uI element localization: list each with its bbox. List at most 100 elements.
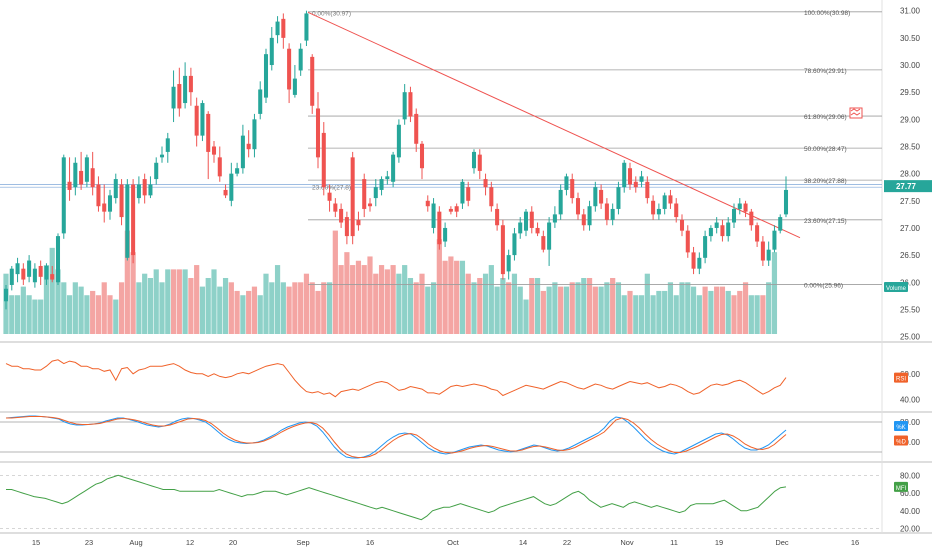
candle-body (703, 236, 708, 258)
candle (136, 176, 141, 204)
stoch-k-tag-box (894, 421, 908, 431)
volume-bar (61, 282, 67, 334)
volume-bar (558, 286, 564, 334)
candle (662, 192, 667, 215)
volume-bar (199, 286, 206, 334)
candle-body (177, 84, 182, 109)
candle-body (622, 162, 627, 188)
candle (27, 255, 32, 283)
candle-body (697, 257, 702, 269)
volume-bar (72, 282, 78, 334)
candle-body (362, 179, 367, 209)
candle (131, 179, 136, 264)
volume-bar (251, 286, 258, 334)
fib-left-label-top: 0.00%(30.97) (312, 10, 351, 17)
volume-bar (350, 265, 356, 334)
candle (564, 173, 569, 196)
candle (697, 252, 702, 275)
candle-body (298, 48, 303, 71)
candle-body (489, 187, 494, 207)
volume-bar (211, 269, 217, 334)
candle (443, 222, 448, 247)
time-tick-label: Sep (296, 538, 309, 547)
volume-bar (621, 295, 627, 334)
volume-bar (396, 273, 402, 334)
candle (731, 203, 737, 228)
candle (587, 200, 592, 231)
volume-label-tag: Volume (884, 282, 908, 292)
candle-body (200, 103, 205, 136)
candle (518, 217, 523, 239)
candle (258, 81, 263, 120)
volume-bar (95, 295, 102, 334)
volume-bar (257, 295, 263, 334)
candle-body (437, 211, 442, 245)
candle (315, 92, 321, 169)
candle (373, 179, 378, 207)
candle (691, 246, 696, 275)
candle (171, 70, 176, 123)
volume-bar (598, 286, 604, 334)
candle-body (246, 143, 251, 150)
volume-bar (679, 282, 685, 334)
price-axis: 25.00 25.50 26.00 26.50 27.00 27.50 28.00 28.50… (900, 7, 921, 342)
price-tick-label: 28.00 (900, 170, 921, 179)
candle-body (414, 113, 419, 144)
volume-bar (592, 286, 598, 334)
candle-body (552, 214, 557, 223)
candle (84, 154, 89, 188)
fib-level-label: 78.60%(29.91) (804, 68, 847, 75)
candle-body (570, 179, 575, 199)
candle-body (616, 187, 621, 209)
candle-body (599, 189, 604, 204)
candle (471, 149, 477, 174)
candle-body (651, 200, 656, 215)
candle-body (136, 184, 141, 199)
volume-bar (147, 277, 154, 334)
rsi-panel (5, 359, 787, 398)
volume-bar (690, 286, 697, 334)
candle-body (287, 48, 292, 90)
candle (3, 284, 9, 310)
candle (651, 195, 656, 220)
volume-bar (14, 295, 21, 334)
fib-level-label: 38.20%(27.88) (804, 178, 847, 185)
candle-body (633, 181, 638, 188)
time-tick-label: Dec (775, 538, 789, 547)
candle-body (512, 233, 517, 256)
candle (599, 184, 604, 209)
candle (529, 206, 534, 234)
volume-bar (448, 256, 454, 334)
candle (339, 203, 344, 228)
volume-bar (142, 273, 148, 334)
candle-body (142, 179, 147, 196)
candle-body (518, 222, 523, 234)
price-tick-label: 27.50 (900, 197, 921, 206)
volume-bar (130, 252, 136, 334)
time-tick-label: 19 (715, 538, 723, 547)
candle (148, 176, 153, 199)
candle-body (587, 206, 592, 226)
last-price-label: 27.77 (896, 182, 917, 191)
candle (575, 192, 581, 220)
candle (310, 54, 315, 114)
volume-bar (702, 286, 708, 334)
candle (512, 227, 517, 261)
candle (743, 200, 748, 218)
stoch-line-pct_d (6, 416, 787, 458)
candle-body (240, 135, 245, 169)
volume-bar (737, 290, 743, 334)
candle-body (275, 21, 280, 36)
volume-bar (563, 286, 570, 334)
candle-body (431, 203, 436, 228)
candle-body (159, 154, 165, 158)
candle-body (627, 168, 633, 185)
candle (414, 108, 419, 152)
price-tick-label: 25.00 (900, 333, 921, 342)
fib-left-label-mid: 23.60%(27.8) (312, 185, 351, 192)
candle-body (38, 265, 43, 277)
candle (726, 217, 731, 242)
volume-bar (298, 282, 304, 334)
fib-level-label: 61.80%(29.06) (804, 114, 847, 121)
candle-body (674, 203, 679, 218)
